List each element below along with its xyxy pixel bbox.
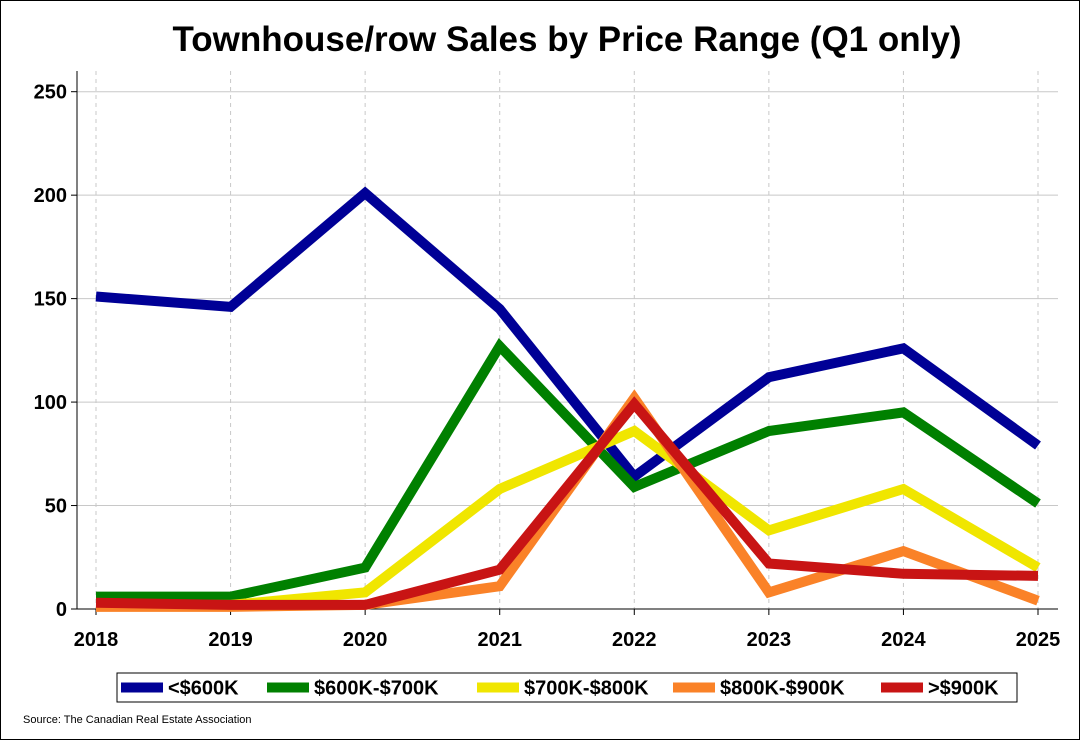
x-tick-label: 2024 — [881, 629, 926, 651]
series-line-4 — [95, 396, 1039, 610]
axes-layer: 0 50 100 150 200 250 2018 2019 2020 2021 2022 2023 2… — [34, 71, 1061, 651]
chart-title: Townhouse/row Sales by Price Range (Q1 o… — [173, 20, 962, 59]
x-tick-label: 2023 — [747, 629, 792, 651]
legend-label: $800K-$900K — [720, 678, 845, 700]
legend-label: $600K-$700K — [314, 678, 439, 700]
x-tick-label: 2021 — [477, 629, 522, 651]
y-tick-label: 150 — [34, 289, 67, 311]
x-tick-label: 2025 — [1016, 629, 1061, 651]
y-tick-label: 0 — [56, 599, 67, 621]
x-tick-label: 2018 — [74, 629, 119, 651]
x-tick-label: 2022 — [612, 629, 657, 651]
legend-label: <$600K — [168, 678, 239, 700]
y-tick-label: 250 — [34, 82, 67, 104]
x-tick-label: 2019 — [208, 629, 253, 651]
legend-label: $700K-$800K — [524, 678, 649, 700]
y-tick-label: 50 — [45, 496, 67, 518]
y-tick-label: 200 — [34, 185, 67, 207]
series-layer — [95, 186, 1041, 612]
series-line-0 — [95, 186, 1041, 484]
source-note: Source: The Canadian Real Estate Associa… — [23, 714, 252, 726]
y-tick-label: 100 — [34, 392, 67, 414]
legend-label: >$900K — [928, 678, 999, 700]
series-line-1 — [96, 338, 1041, 602]
x-tick-label: 2020 — [343, 629, 388, 651]
legend: <$600K $600K-$700K $700K-$800K $800K-$900K >… — [116, 672, 1018, 703]
grid-layer — [77, 71, 1058, 609]
series-line-2 — [96, 425, 1041, 610]
